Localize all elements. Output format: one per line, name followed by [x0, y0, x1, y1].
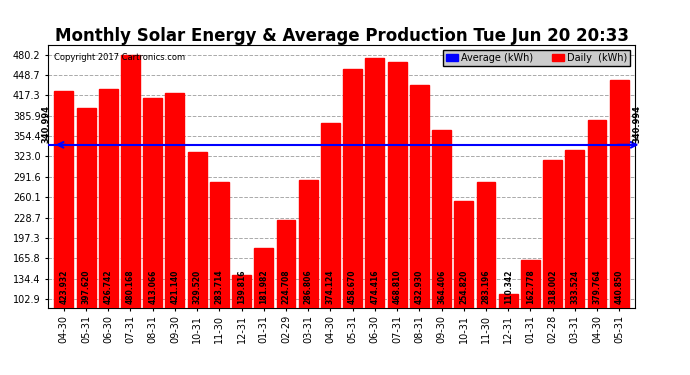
Text: 340.994: 340.994 — [41, 105, 50, 143]
Text: 480.168: 480.168 — [126, 270, 135, 304]
Bar — [121, 55, 140, 366]
Text: 340.994: 340.994 — [633, 105, 642, 143]
Bar — [366, 58, 384, 366]
Text: 333.524: 333.524 — [571, 270, 580, 304]
Text: 474.416: 474.416 — [371, 270, 380, 304]
Bar — [410, 85, 428, 366]
Text: 181.982: 181.982 — [259, 270, 268, 304]
Legend: Average (kWh), Daily  (kWh): Average (kWh), Daily (kWh) — [443, 50, 630, 66]
Bar — [343, 69, 362, 366]
Bar — [299, 180, 317, 366]
Bar — [454, 201, 473, 366]
Bar — [144, 98, 162, 366]
Bar — [255, 248, 273, 366]
Text: 254.820: 254.820 — [460, 270, 469, 304]
Text: 423.932: 423.932 — [59, 270, 68, 304]
Bar — [55, 91, 73, 366]
Bar — [210, 182, 229, 366]
Text: 283.714: 283.714 — [215, 270, 224, 304]
Text: 286.806: 286.806 — [304, 270, 313, 304]
Bar — [543, 160, 562, 366]
Text: 426.742: 426.742 — [104, 270, 112, 304]
Bar — [521, 260, 540, 366]
Bar — [166, 93, 184, 366]
Bar — [588, 120, 607, 366]
Text: 432.930: 432.930 — [415, 270, 424, 304]
Text: 413.066: 413.066 — [148, 270, 157, 304]
Bar — [499, 294, 518, 366]
Text: 162.778: 162.778 — [526, 270, 535, 304]
Bar — [277, 220, 295, 366]
Text: 329.520: 329.520 — [193, 270, 201, 304]
Bar — [99, 89, 118, 366]
Bar — [477, 182, 495, 366]
Text: 379.764: 379.764 — [593, 270, 602, 304]
Text: 397.620: 397.620 — [81, 270, 90, 304]
Bar — [321, 123, 340, 366]
Text: 364.406: 364.406 — [437, 270, 446, 304]
Bar — [388, 62, 406, 366]
Text: 283.196: 283.196 — [482, 270, 491, 304]
Text: 224.708: 224.708 — [282, 270, 290, 304]
Bar — [610, 80, 629, 366]
Text: 440.850: 440.850 — [615, 270, 624, 304]
Text: 110.342: 110.342 — [504, 270, 513, 304]
Bar — [232, 275, 251, 366]
Bar — [77, 108, 95, 366]
Bar — [432, 130, 451, 366]
Text: 139.816: 139.816 — [237, 270, 246, 304]
Text: 374.124: 374.124 — [326, 270, 335, 304]
Bar — [188, 152, 206, 366]
Text: Copyright 2017 Cartronics.com: Copyright 2017 Cartronics.com — [55, 53, 186, 62]
Text: 421.140: 421.140 — [170, 270, 179, 304]
Bar — [565, 150, 584, 366]
Text: 458.670: 458.670 — [348, 270, 357, 304]
Text: 318.002: 318.002 — [548, 270, 557, 304]
Text: 468.810: 468.810 — [393, 270, 402, 304]
Title: Monthly Solar Energy & Average Production Tue Jun 20 20:33: Monthly Solar Energy & Average Productio… — [55, 27, 629, 45]
